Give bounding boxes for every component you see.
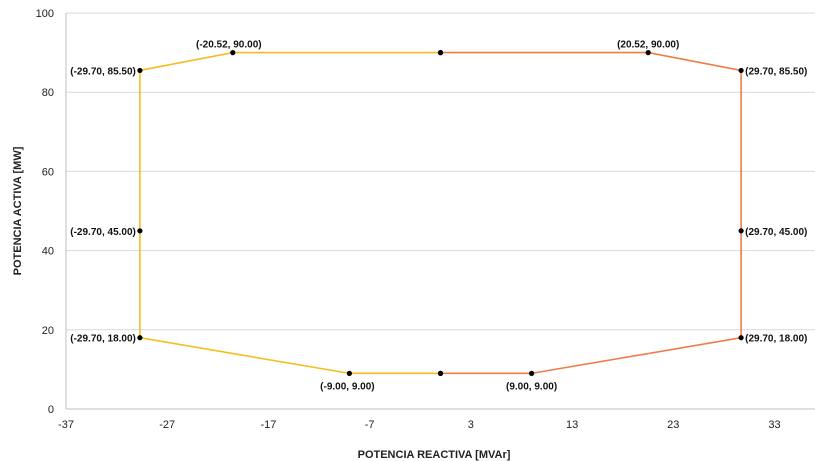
data-point — [738, 67, 744, 74]
data-point — [528, 370, 535, 376]
x-tick-label: 3 — [468, 419, 474, 431]
data-label: (9.00, 9.00) — [506, 381, 557, 392]
y-tick-label: 40 — [42, 246, 54, 258]
data-point — [230, 50, 236, 56]
data-point — [137, 228, 143, 234]
data-label: (-29.70, 85.50) — [70, 66, 136, 77]
y-tick-label: 60 — [42, 166, 54, 178]
data-point — [738, 335, 744, 341]
y-tick-label: 100 — [36, 8, 54, 20]
data-point — [738, 228, 744, 234]
x-tick-label: 33 — [768, 419, 780, 431]
x-tick-label: -27 — [159, 419, 175, 431]
series-line-0 — [139, 51, 441, 375]
data-label: (-20.52, 90.00) — [196, 40, 262, 51]
y-tick-label: 0 — [48, 404, 54, 416]
x-tick-label: -7 — [365, 419, 375, 431]
data-label: (29.70, 45.00) — [745, 227, 807, 238]
data-label: (-29.70, 45.00) — [70, 227, 136, 238]
data-point — [437, 50, 444, 56]
data-point — [346, 370, 353, 376]
data-point — [137, 335, 143, 341]
data-label: (-29.70, 18.00) — [70, 334, 136, 345]
data-label: (20.52, 90.00) — [617, 40, 679, 51]
x-tick-label: 13 — [566, 419, 578, 431]
grid — [66, 12, 815, 331]
data-points — [137, 50, 744, 376]
series-line-1 — [440, 51, 742, 375]
data-point — [437, 370, 444, 376]
data-point — [645, 50, 651, 56]
x-tick-label: -37 — [58, 419, 74, 431]
x-tick-label: 23 — [667, 419, 679, 431]
data-label: (-9.00, 9.00) — [320, 381, 374, 392]
axes: 0 20 40 60 80 100 -37 -27 -17 -7 3 13 23 33 — [36, 8, 815, 431]
point-labels: (-9.00, 9.00) (-29.70, 18.00) (-29.70, 45.… — [70, 40, 807, 393]
x-tick-label: -17 — [260, 419, 276, 431]
series-lines — [139, 51, 742, 375]
x-axis-title: POTENCIA REACTIVA [MVAr] — [358, 449, 511, 461]
data-label: (29.70, 85.50) — [745, 66, 807, 77]
data-label: (29.70, 18.00) — [745, 334, 807, 345]
y-tick-label: 20 — [42, 325, 54, 337]
data-point — [137, 67, 143, 74]
y-tick-label: 80 — [42, 87, 54, 99]
y-axis-title: POTENCIA ACTIVA [MW] — [12, 146, 24, 275]
